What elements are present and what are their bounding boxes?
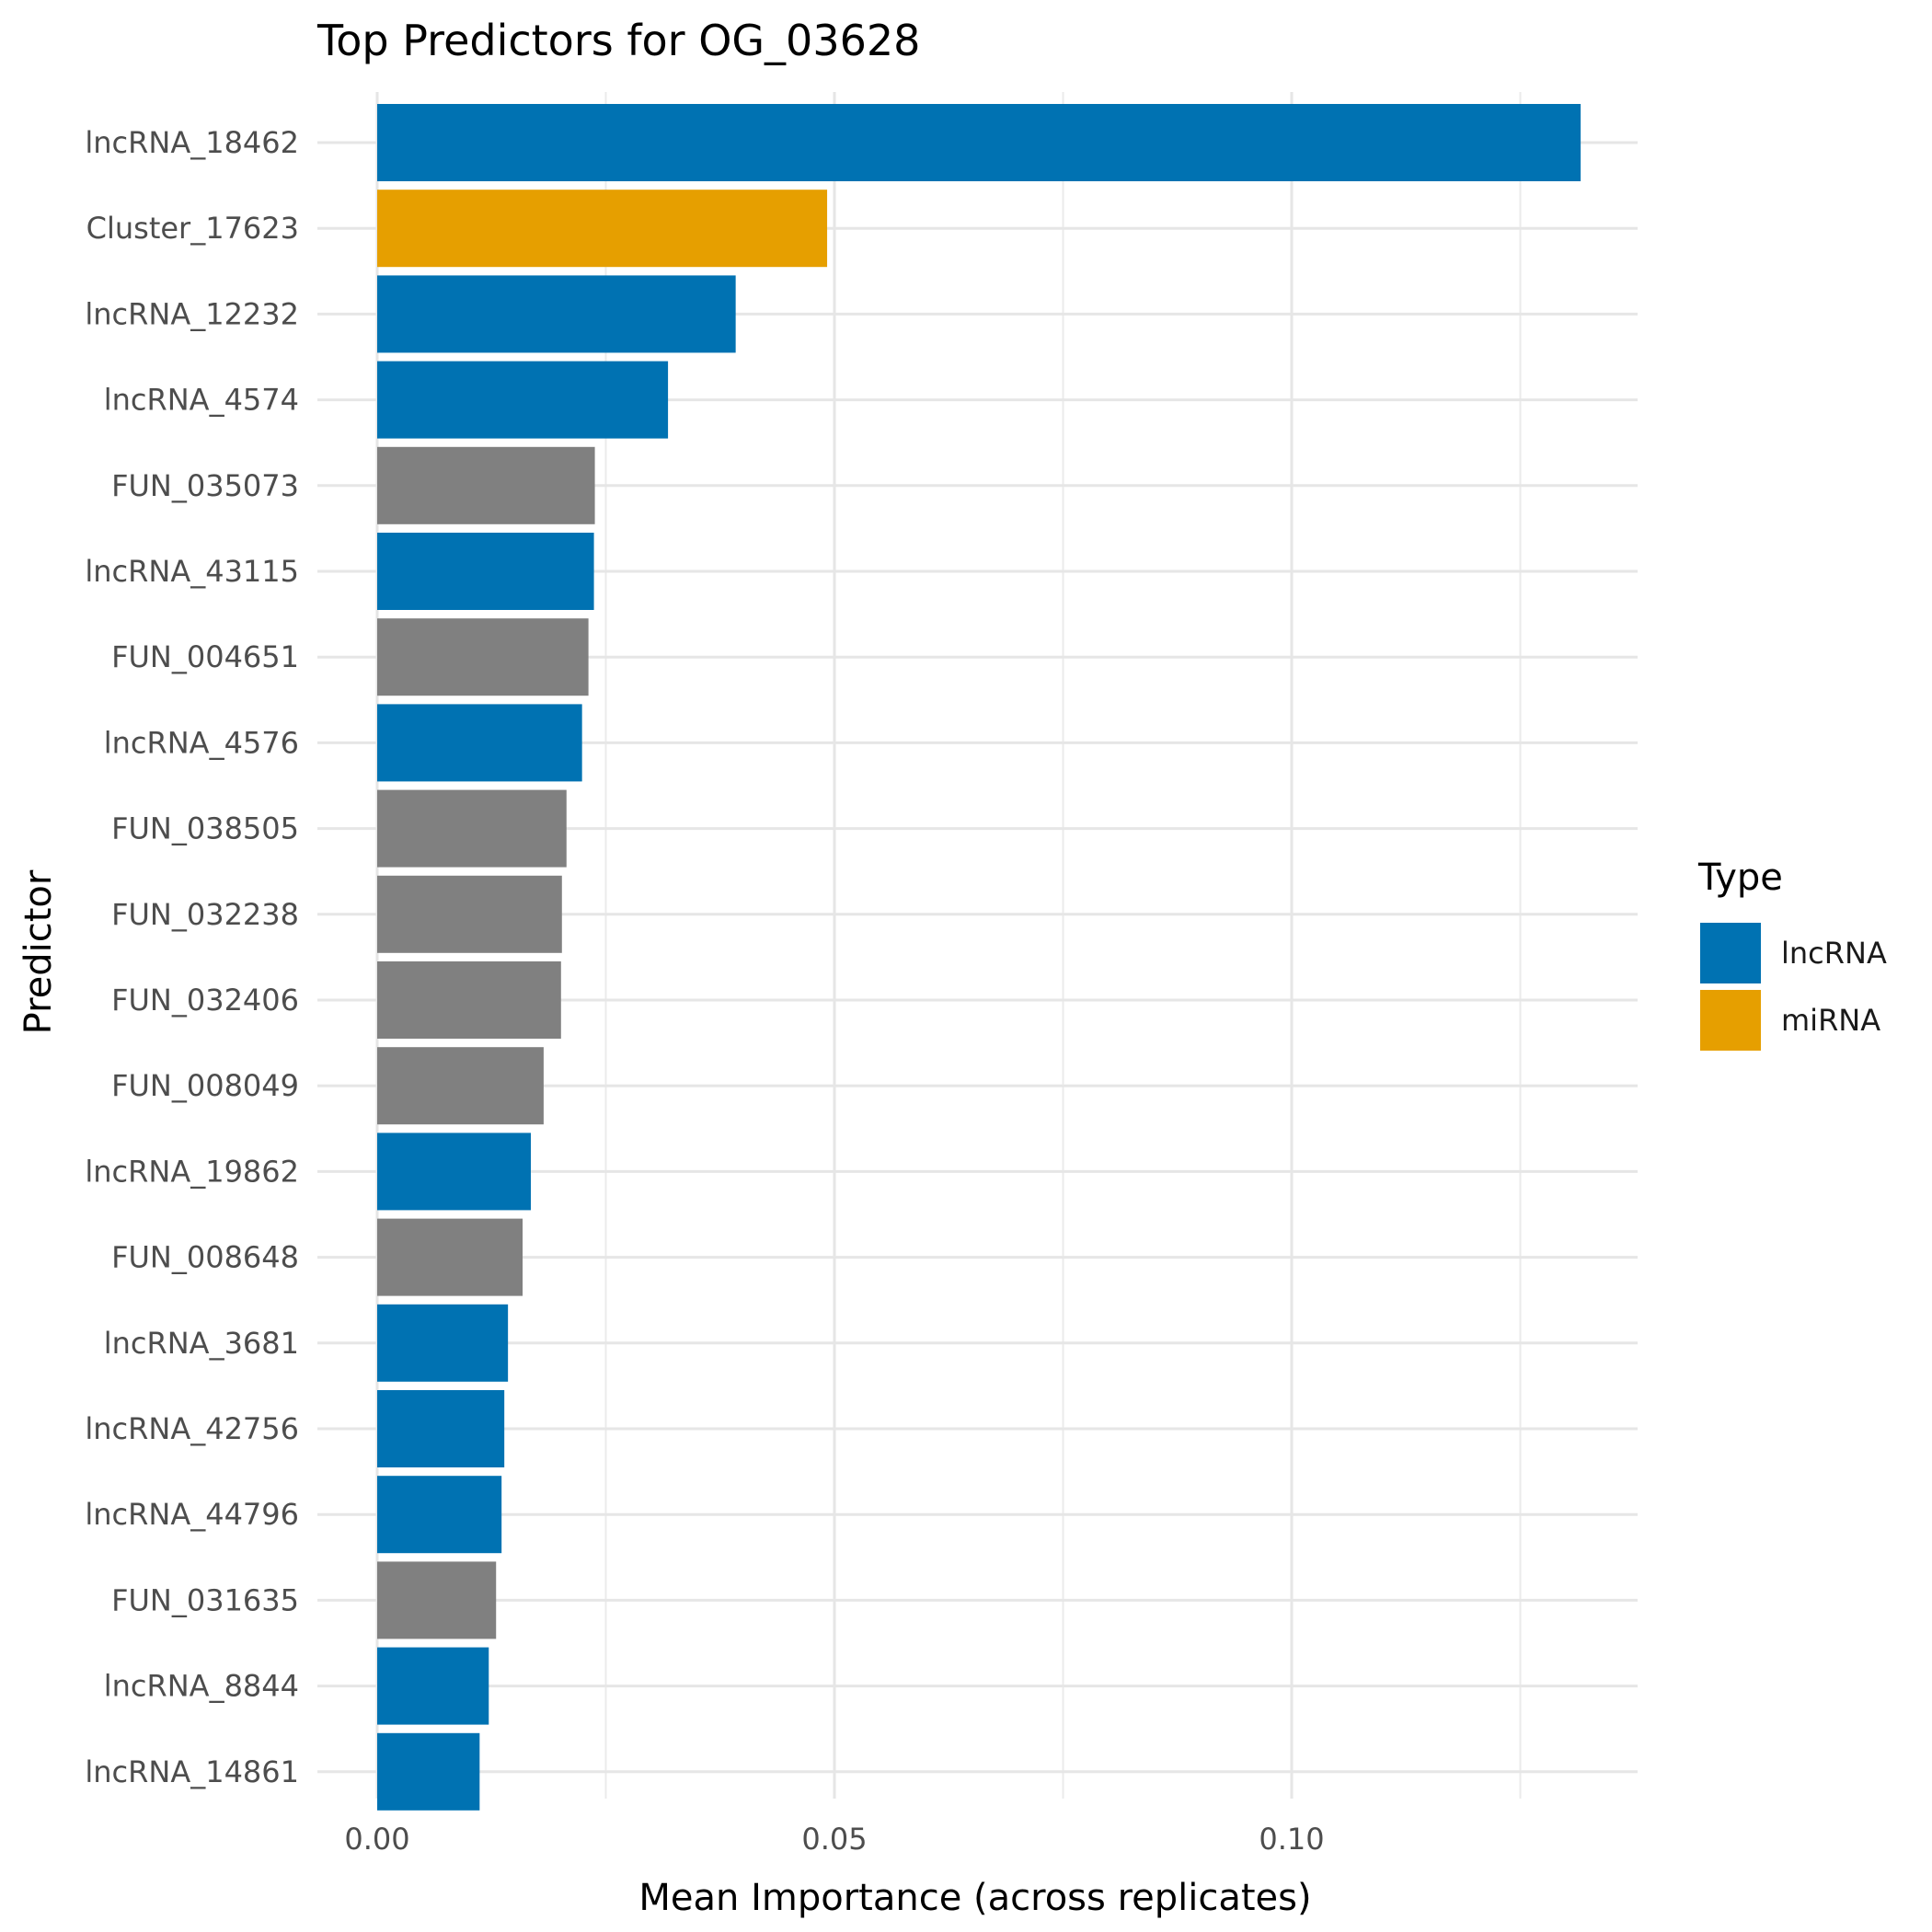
legend-title: Type (1697, 857, 1783, 899)
y-tick-label: lncRNA_4574 (104, 383, 299, 418)
chart-title: Top Predictors for OG_03628 (316, 16, 920, 65)
legend-key (1700, 923, 1761, 983)
bar (377, 1390, 505, 1467)
y-axis-title: Predictor (17, 869, 60, 1034)
x-tick-label: 0.10 (1259, 1822, 1324, 1857)
x-tick-label: 0.00 (344, 1822, 409, 1857)
bar (377, 1047, 544, 1125)
y-tick-label: lncRNA_8844 (104, 1669, 299, 1704)
y-tick-label: FUN_038505 (111, 811, 299, 846)
y-tick-label: lncRNA_4576 (104, 725, 299, 760)
y-tick-label: FUN_008648 (111, 1240, 299, 1275)
bar (377, 1218, 523, 1296)
x-tick-labels: 0.00 0.05 0.10 (344, 1822, 1324, 1857)
x-tick-label: 0.05 (801, 1822, 867, 1857)
bar (377, 1561, 497, 1639)
bar (377, 875, 562, 953)
y-tick-label: Cluster_17623 (86, 211, 299, 246)
y-tick-label: lncRNA_42756 (85, 1411, 299, 1446)
y-tick-label: lncRNA_12232 (85, 296, 299, 331)
bar (377, 961, 561, 1039)
y-tick-label: FUN_032238 (111, 897, 299, 932)
y-tick-label: FUN_031635 (111, 1582, 299, 1617)
bar (377, 789, 567, 868)
bar (377, 446, 595, 524)
bar (377, 104, 1581, 181)
y-tick-label: lncRNA_19862 (85, 1154, 299, 1189)
x-axis-title: Mean Importance (across replicates) (638, 1877, 1311, 1919)
bar (377, 361, 669, 439)
bar (377, 1647, 489, 1725)
y-tick-label: FUN_004651 (111, 639, 299, 674)
bar (377, 275, 736, 353)
y-tick-label: FUN_008049 (111, 1068, 299, 1103)
y-tick-label: FUN_035073 (111, 468, 299, 503)
legend: Type lncRNA miRNA (1697, 857, 1887, 1051)
legend-items: lncRNA miRNA (1700, 923, 1887, 1051)
bar (377, 1133, 531, 1211)
legend-key (1700, 990, 1761, 1051)
y-tick-label: lncRNA_44796 (85, 1497, 299, 1532)
bar (377, 1476, 502, 1554)
bar (377, 704, 582, 782)
y-tick-labels: lncRNA_18462 Cluster_17623 lncRNA_12232lnc… (85, 125, 299, 1789)
legend-label: lncRNA (1781, 936, 1887, 971)
y-tick-label: lncRNA_18462 (85, 125, 299, 160)
bars (377, 104, 1581, 1811)
legend-label: miRNA (1781, 1003, 1880, 1038)
bar (377, 618, 589, 696)
bar (377, 533, 594, 610)
y-tick-label: FUN_032406 (111, 983, 299, 1018)
y-tick-label: lncRNA_43115 (85, 554, 299, 589)
bar (377, 1732, 480, 1811)
bar (377, 190, 828, 268)
y-tick-label: lncRNA_14861 (85, 1754, 299, 1789)
y-tick-label: lncRNA_3681 (104, 1326, 299, 1361)
bar (377, 1304, 509, 1382)
